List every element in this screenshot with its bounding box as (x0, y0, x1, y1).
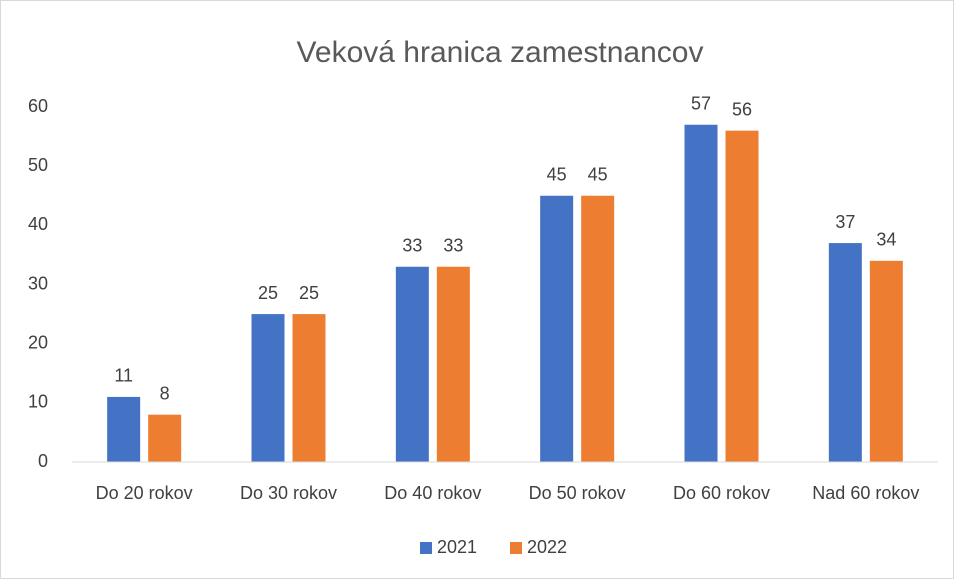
x-tick-label: Do 20 rokov (96, 483, 193, 503)
bar (725, 130, 759, 462)
data-label: 33 (402, 236, 422, 256)
y-tick-label: 0 (38, 451, 48, 471)
x-tick-label: Do 60 rokov (673, 483, 770, 503)
bar (292, 314, 326, 462)
legend-swatch (510, 542, 522, 554)
y-tick-label: 20 (28, 332, 48, 352)
data-label: 34 (876, 230, 896, 250)
bar (684, 124, 718, 462)
data-label: 25 (258, 283, 278, 303)
y-tick-label: 10 (28, 392, 48, 412)
legend-label: 2022 (527, 537, 567, 557)
y-tick-label: 50 (28, 155, 48, 175)
bar (436, 266, 470, 462)
y-tick-label: 40 (28, 214, 48, 234)
legend-swatch (420, 542, 432, 554)
data-label: 45 (588, 165, 608, 185)
y-tick-label: 60 (28, 96, 48, 116)
bar (395, 266, 429, 462)
data-label: 25 (299, 283, 319, 303)
bar (540, 195, 574, 462)
data-label: 57 (691, 94, 711, 114)
data-label: 8 (160, 383, 170, 403)
data-label: 11 (114, 366, 133, 386)
x-tick-label: Do 40 rokov (384, 483, 481, 503)
y-tick-label: 30 (28, 273, 48, 293)
bar (581, 195, 615, 462)
data-label: 33 (443, 236, 463, 256)
bar (148, 414, 182, 462)
bar (107, 396, 141, 462)
x-tick-label: Do 30 rokov (240, 483, 337, 503)
bar (828, 243, 862, 462)
data-label: 37 (835, 212, 855, 232)
legend-label: 2021 (437, 537, 477, 557)
x-tick-label: Nad 60 rokov (812, 483, 919, 503)
bar (251, 314, 285, 462)
data-label: 45 (547, 165, 567, 185)
chart-title: Veková hranica zamestnancov (297, 36, 704, 69)
data-label: 56 (732, 99, 752, 119)
bar (869, 260, 903, 462)
x-tick-label: Do 50 rokov (529, 483, 626, 503)
